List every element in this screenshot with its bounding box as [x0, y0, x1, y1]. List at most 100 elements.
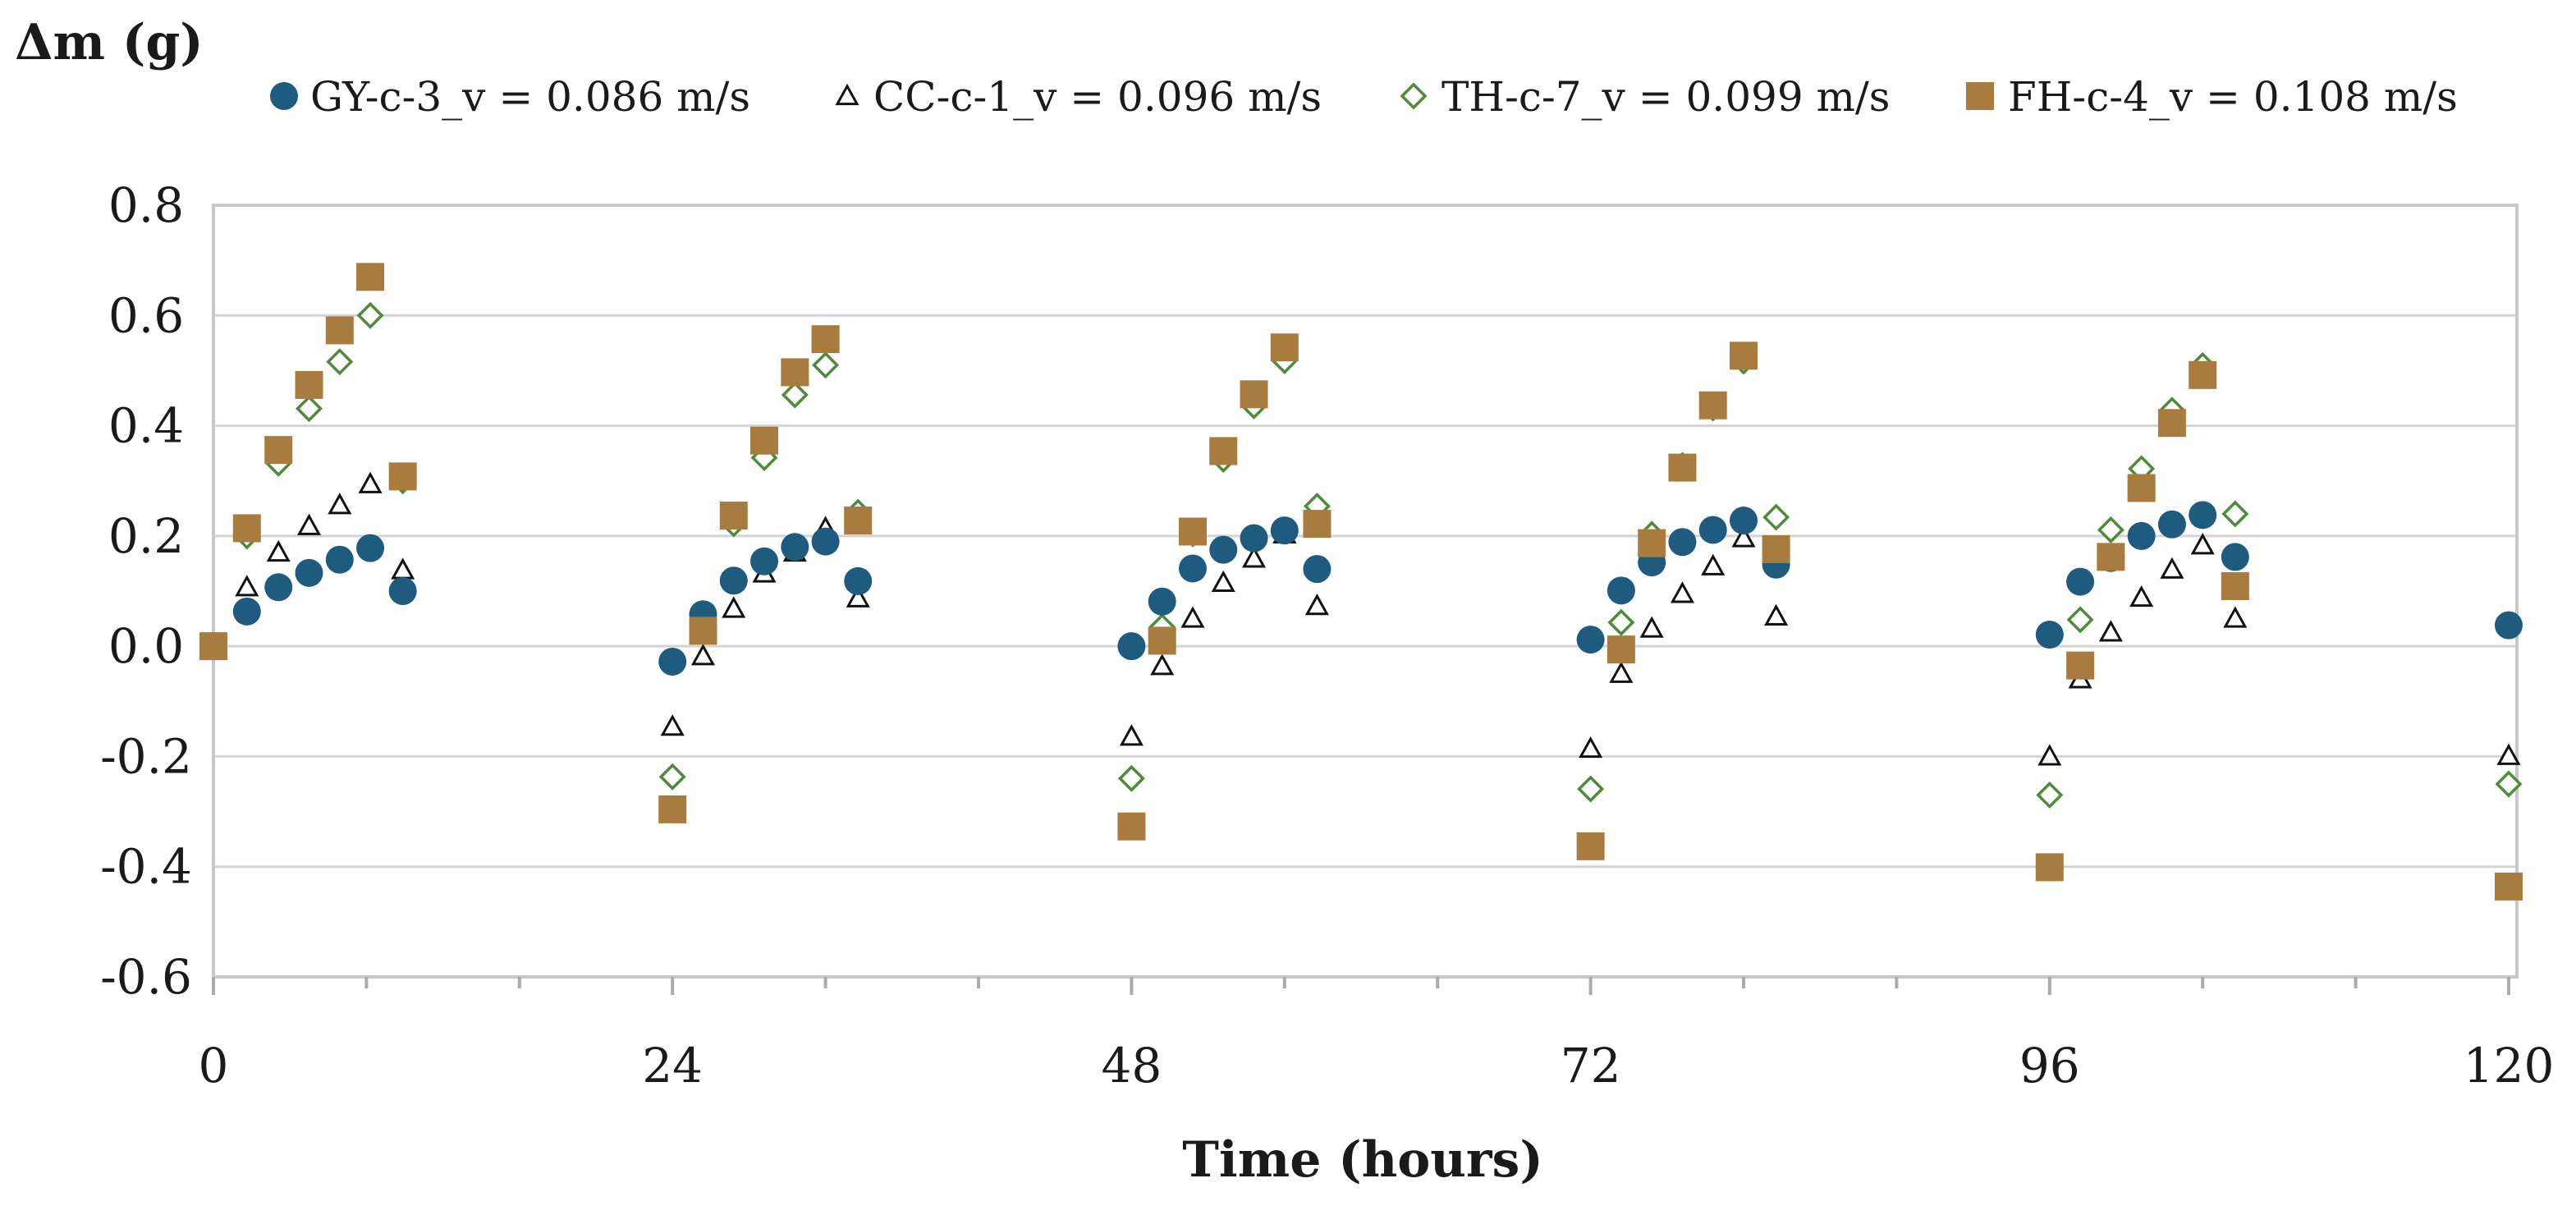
- data-point-circle: [264, 573, 293, 602]
- data-point-triangle: [266, 539, 291, 562]
- data-point-triangle: [2160, 557, 2184, 579]
- data-point-circle: [2157, 510, 2186, 539]
- data-point-square: [658, 795, 687, 823]
- data-point-square: [1576, 832, 1605, 860]
- data-point-square: [2066, 651, 2095, 680]
- data-point-circle: [750, 547, 779, 575]
- x-tick-label: 0: [199, 1038, 229, 1094]
- data-point-triangle: [2037, 744, 2062, 766]
- data-point-triangle: [1701, 553, 1726, 575]
- data-point-circle: [1698, 516, 1727, 544]
- y-tick-label: -0.2: [100, 728, 192, 784]
- data-point-square: [719, 502, 748, 530]
- data-point-square: [199, 632, 227, 661]
- legend-square-icon: [1966, 82, 1994, 110]
- data-point-square: [232, 514, 261, 543]
- series-circle-points: [199, 501, 2523, 676]
- data-point-circle: [719, 566, 748, 595]
- legend-marker-diamond: [1400, 82, 1428, 110]
- y-tick-label: 0.4: [108, 398, 184, 454]
- data-point-square: [781, 358, 809, 387]
- data-point-circle: [1730, 507, 1758, 535]
- data-point-triangle: [296, 513, 322, 535]
- data-point-square: [1607, 635, 1635, 664]
- data-point-square: [356, 263, 385, 291]
- data-point-triangle: [1211, 570, 1235, 593]
- data-point-diamond: [781, 381, 809, 409]
- data-point-triangle: [1119, 724, 1144, 746]
- data-point-circle: [1303, 555, 1332, 584]
- data-point-circle: [844, 566, 873, 595]
- data-point-triangle: [846, 585, 870, 608]
- y-axis-title: Δm (g): [15, 14, 204, 71]
- data-point-square: [844, 507, 873, 535]
- legend: GY-c-3_v = 0.086 m/s CC-c-1_v = 0.096 m/…: [270, 73, 2458, 121]
- data-point-square: [689, 617, 717, 645]
- legend-item-cc-c-1: CC-c-1_v = 0.096 m/s: [835, 73, 1322, 121]
- data-point-triangle: [1150, 653, 1175, 676]
- data-point-square: [1240, 380, 1268, 409]
- data-point-circle: [1668, 528, 1697, 557]
- data-point-diamond: [2495, 770, 2523, 798]
- data-point-triangle: [660, 714, 685, 736]
- data-point-circle: [295, 558, 323, 587]
- x-tick-label: 72: [1561, 1038, 1621, 1094]
- data-point-square: [388, 462, 417, 491]
- y-tick-label: -0.6: [100, 949, 192, 1005]
- legend-label-cc-c-1: CC-c-1_v = 0.096 m/s: [873, 73, 1322, 121]
- y-tick-label: -0.4: [100, 839, 192, 895]
- data-point-square: [1668, 453, 1697, 482]
- data-point-circle: [1270, 516, 1299, 545]
- legend-triangle-icon: [835, 83, 859, 106]
- data-point-circle: [388, 577, 417, 605]
- data-point-triangle: [2190, 533, 2215, 555]
- data-point-circle: [1209, 535, 1238, 564]
- data-point-circle: [1576, 626, 1605, 654]
- data-point-diamond: [326, 348, 354, 376]
- data-point-diamond: [2097, 516, 2125, 543]
- data-point-circle: [356, 534, 385, 562]
- data-point-triangle: [1241, 546, 1267, 568]
- data-point-diamond: [1762, 503, 1790, 531]
- data-point-square: [1638, 529, 1666, 557]
- legend-label-fh-c-4: FH-c-4_v = 0.108 m/s: [2008, 73, 2458, 121]
- data-point-triangle: [2496, 743, 2521, 765]
- data-point-square: [2127, 474, 2156, 502]
- data-point-circle: [2035, 621, 2064, 649]
- x-axis-title: Time (hours): [1182, 1131, 1542, 1189]
- data-point-square: [750, 426, 779, 455]
- y-tick-label: 0.0: [108, 618, 184, 674]
- data-point-circle: [1607, 576, 1635, 605]
- data-point-square: [1178, 517, 1207, 546]
- data-point-square: [811, 325, 840, 354]
- y-tick-label: 0.8: [108, 177, 184, 233]
- data-point-circle: [2189, 501, 2217, 530]
- data-point-square: [1117, 812, 1146, 841]
- data-point-square: [264, 436, 293, 465]
- data-points: [199, 263, 2523, 901]
- data-point-square: [1698, 391, 1727, 420]
- data-point-square: [2495, 872, 2523, 901]
- data-point-diamond: [658, 763, 686, 791]
- legend-marker-triangle: [835, 83, 859, 106]
- data-point-square: [1303, 510, 1332, 539]
- legend-marker-circle: [270, 82, 298, 110]
- data-point-circle: [2066, 567, 2095, 596]
- x-tick-label: 96: [2019, 1038, 2080, 1094]
- data-point-square: [1148, 626, 1176, 655]
- y-tick-label: 0.6: [108, 287, 184, 343]
- data-point-triangle: [2223, 606, 2248, 628]
- data-point-triangle: [358, 471, 383, 493]
- legend-circle-icon: [270, 82, 298, 110]
- data-point-circle: [325, 545, 354, 574]
- data-point-square: [325, 316, 354, 345]
- data-point-square: [1209, 437, 1238, 465]
- data-point-circle: [781, 533, 809, 562]
- data-point-circle: [658, 647, 687, 676]
- data-point-square: [1270, 333, 1299, 362]
- data-point-diamond: [2036, 781, 2064, 809]
- data-point-triangle: [722, 596, 746, 618]
- x-tick-label: 24: [642, 1038, 703, 1094]
- data-point-circle: [1117, 632, 1146, 661]
- data-point-triangle: [1180, 606, 1205, 628]
